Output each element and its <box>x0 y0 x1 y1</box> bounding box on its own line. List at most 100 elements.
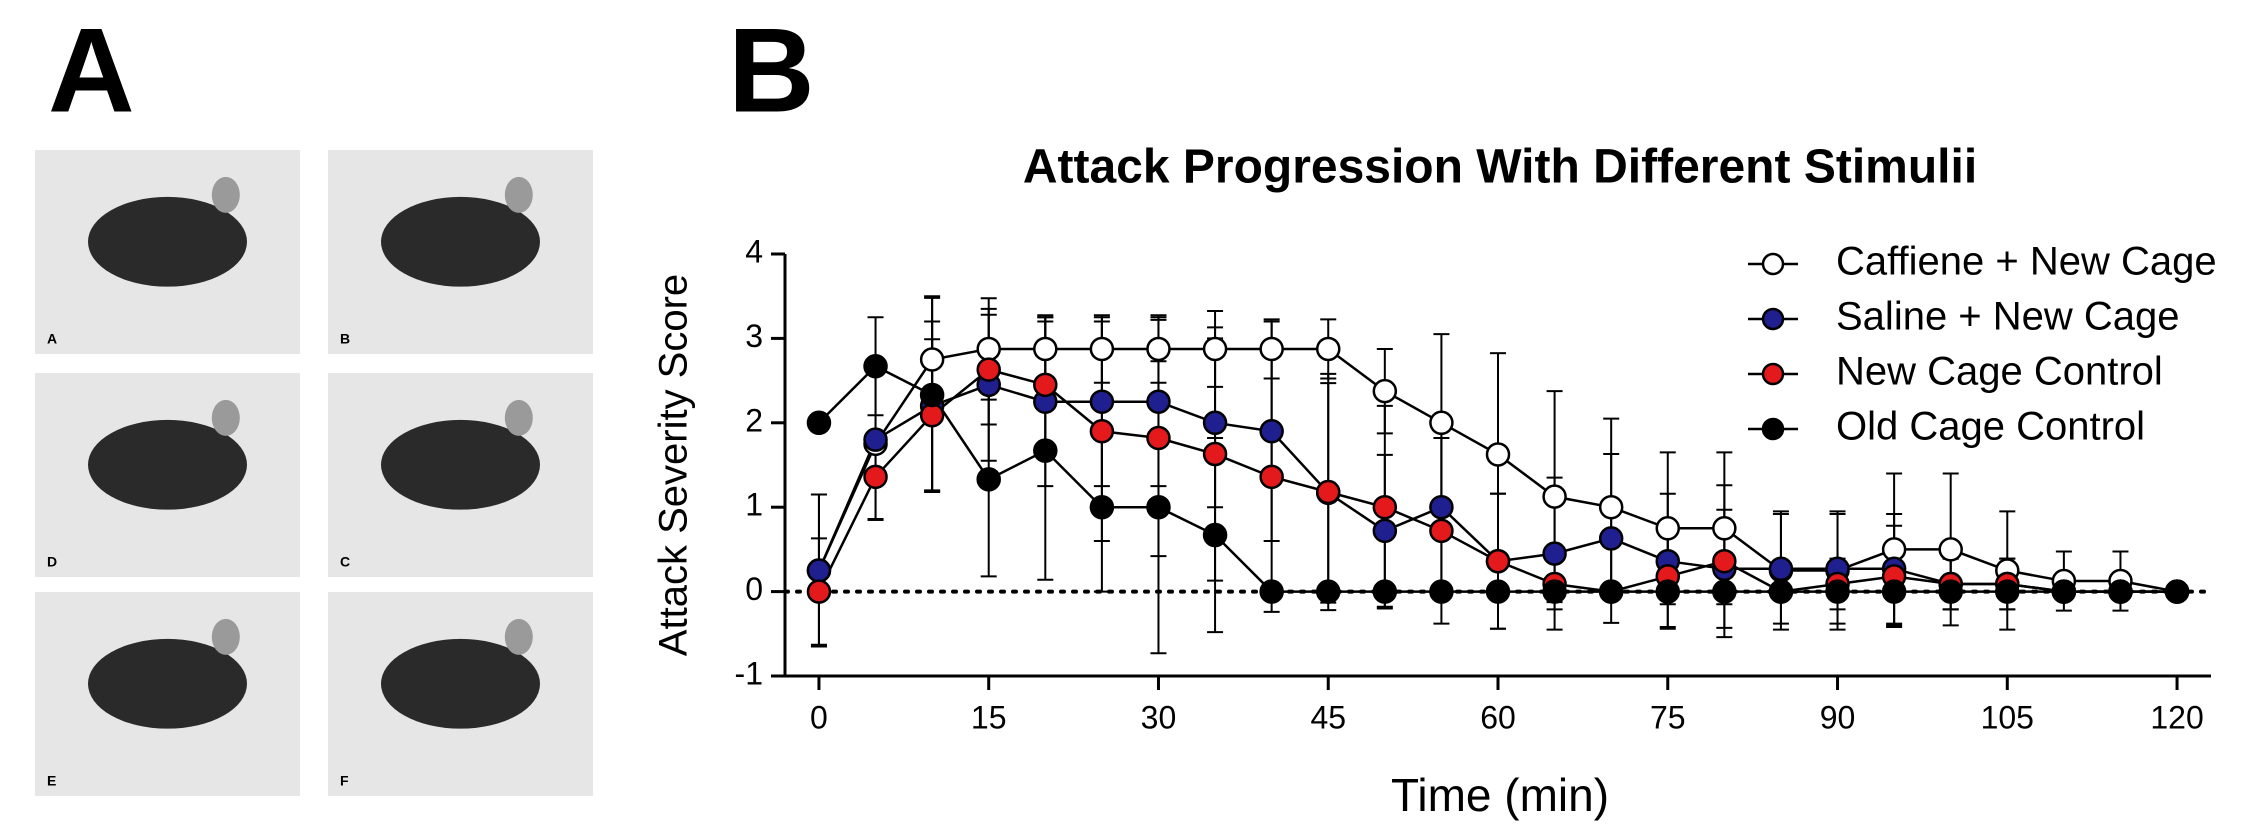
x-tick-label: 75 <box>1650 699 1686 735</box>
point <box>1372 378 1398 404</box>
point <box>1259 418 1284 444</box>
point <box>1089 336 1115 362</box>
point <box>1598 494 1624 520</box>
point <box>1202 410 1228 436</box>
point <box>1485 579 1511 604</box>
x-tick-label: 120 <box>2150 699 2203 735</box>
point <box>1485 442 1511 467</box>
mouse-ear <box>211 618 240 655</box>
point <box>2164 579 2190 604</box>
point <box>1429 494 1454 520</box>
point <box>2051 579 2077 604</box>
point <box>1146 389 1171 414</box>
legend-label: Caffiene + New Cage <box>1836 240 2217 284</box>
chart-title: Attack Progression With Different Stimul… <box>1023 141 1977 194</box>
y-tick-label: -1 <box>735 655 763 691</box>
mouse-silhouette <box>88 419 247 510</box>
point <box>1146 425 1171 451</box>
photo-label: B <box>340 331 350 347</box>
y-tick-label: 2 <box>745 402 763 438</box>
mouse-silhouette <box>88 638 247 729</box>
x-tick-label: 0 <box>810 699 828 735</box>
photo-grid: A B D C E F <box>35 150 593 796</box>
x-tick-label: 105 <box>1981 699 2034 735</box>
point <box>863 354 888 379</box>
photo-label: A <box>47 331 57 347</box>
point <box>2108 579 2133 604</box>
point <box>1429 410 1454 436</box>
mouse-ear <box>504 618 533 655</box>
legend-label: Saline + New Cage <box>1836 295 2180 339</box>
point <box>1542 579 1567 604</box>
point <box>1089 389 1115 414</box>
point <box>1089 494 1115 520</box>
legend-label: Old Cage Control <box>1836 405 2145 449</box>
point <box>1033 372 1058 398</box>
mouse-ear <box>504 399 533 436</box>
point <box>1202 336 1228 362</box>
x-tick-label: 90 <box>1820 699 1856 735</box>
point <box>919 347 945 372</box>
point <box>1938 579 1963 604</box>
photo-label: F <box>340 773 349 789</box>
point <box>806 410 832 436</box>
point <box>1712 516 1737 541</box>
mouse-silhouette <box>88 196 247 287</box>
point <box>1259 579 1284 604</box>
point <box>1259 336 1284 362</box>
y-tick-label: 4 <box>745 233 763 269</box>
panel-label: A <box>48 4 135 138</box>
y-axis-label: Attack Severity Score <box>652 274 696 656</box>
x-tick-label: 15 <box>971 699 1007 735</box>
point <box>1712 548 1737 574</box>
point <box>1315 479 1341 505</box>
legend-marker <box>1761 307 1785 331</box>
point <box>1202 522 1228 548</box>
point <box>1881 579 1907 604</box>
point <box>863 464 888 490</box>
point <box>1768 556 1794 582</box>
photo-label: C <box>340 554 350 570</box>
point <box>1542 541 1567 566</box>
point <box>1146 336 1171 362</box>
point <box>1542 484 1567 509</box>
point <box>1033 438 1058 463</box>
point <box>1938 537 1963 562</box>
point <box>1089 418 1115 444</box>
point <box>1825 579 1850 604</box>
point <box>1655 516 1681 541</box>
point <box>1202 441 1228 467</box>
point <box>1995 579 2020 604</box>
mouse-ear <box>504 176 533 213</box>
point <box>1372 518 1398 544</box>
point <box>806 558 832 583</box>
point <box>1598 526 1624 551</box>
x-axis-label: Time (min) <box>1391 769 1609 821</box>
point <box>976 467 1001 492</box>
mouse-silhouette <box>381 196 540 287</box>
point <box>1372 494 1398 520</box>
point <box>1655 579 1681 604</box>
point <box>976 357 1001 382</box>
point <box>1598 579 1624 604</box>
photo-label: E <box>47 773 56 789</box>
x-tick-label: 45 <box>1310 699 1346 735</box>
legend-marker <box>1761 252 1785 276</box>
point <box>1372 579 1398 604</box>
mouse-ear <box>211 176 240 213</box>
point <box>1315 336 1341 362</box>
panel-label: B <box>728 4 815 138</box>
point <box>1429 579 1454 604</box>
x-tick-label: 30 <box>1141 699 1177 735</box>
point <box>1146 494 1171 520</box>
point <box>1315 579 1341 604</box>
point <box>1429 518 1454 544</box>
point <box>1259 464 1284 490</box>
mouse-ear <box>211 399 240 436</box>
y-tick-label: 0 <box>745 571 763 607</box>
y-tick-label: 1 <box>745 487 763 523</box>
point <box>919 382 945 408</box>
point <box>863 427 888 452</box>
